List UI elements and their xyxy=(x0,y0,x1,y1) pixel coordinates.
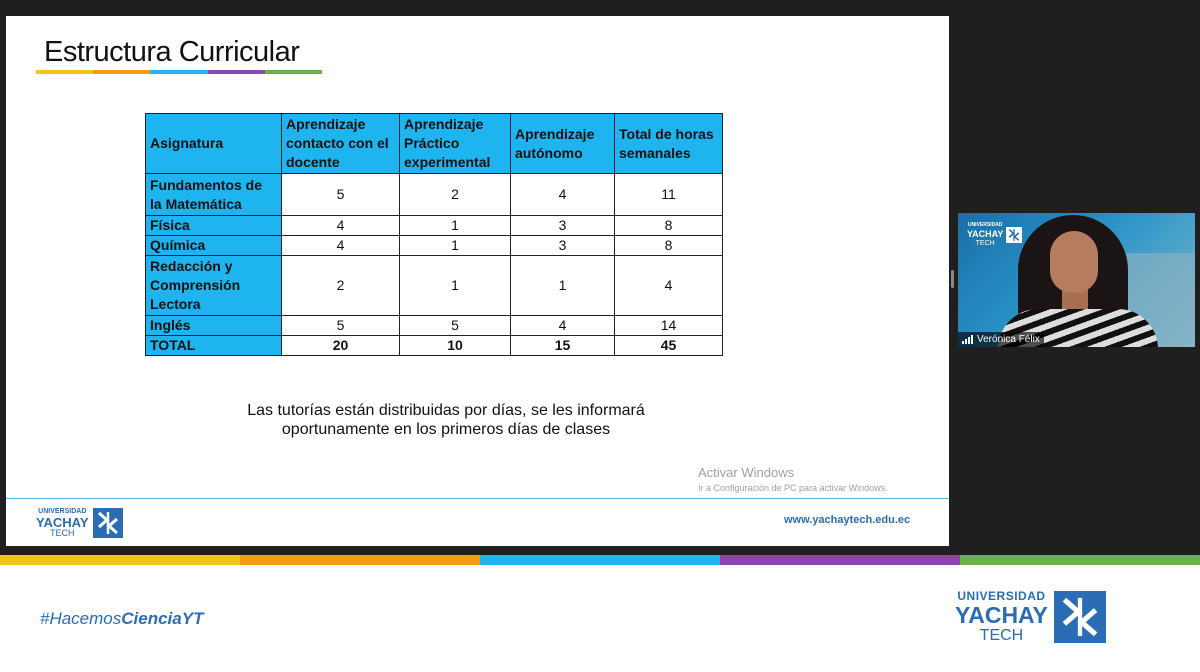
cell-value: 5 xyxy=(281,315,400,336)
watermark-subtitle: Ir a Configuración de PC para activar Wi… xyxy=(698,483,888,493)
cell-subject: Inglés xyxy=(145,315,282,336)
branding-footer: #HacemosCienciaYT UNIVERSIDAD YACHAY TEC… xyxy=(0,565,1200,672)
cell-value: 1 xyxy=(399,215,511,236)
title-bar-segment xyxy=(264,70,323,74)
table-total-row: TOTAL 20 10 15 45 xyxy=(145,335,723,356)
cell-value: 5 xyxy=(281,173,400,216)
cell-total-value: 45 xyxy=(614,335,723,356)
cell-value: 4 xyxy=(510,173,615,216)
header-autonomo: Aprendizaje autónomo xyxy=(510,113,615,174)
cell-value: 5 xyxy=(399,315,511,336)
logo-text: TECH xyxy=(975,240,995,247)
cell-subject: Química xyxy=(145,235,282,256)
logo-text: UNIVERSIDAD xyxy=(957,589,1046,603)
cell-total-value: 15 xyxy=(510,335,615,356)
cell-value: 4 xyxy=(281,215,400,236)
footer-university-logo: UNIVERSIDAD YACHAY TECH xyxy=(955,589,1106,645)
cell-value: 3 xyxy=(510,215,615,236)
cell-value: 2 xyxy=(399,173,511,216)
cell-total-value: 10 xyxy=(399,335,511,356)
header-contacto-docente: Aprendizaje contacto con el docente xyxy=(281,113,400,174)
slide-university-logo: UNIVERSIDAD YACHAY TECH xyxy=(36,506,123,539)
header-total-horas: Total de horas semanales xyxy=(614,113,723,174)
logo-text: UNIVERSIDAD xyxy=(38,508,87,515)
cell-value: 11 xyxy=(614,173,723,216)
cell-value: 1 xyxy=(399,255,511,316)
watermark-title: Activar Windows xyxy=(698,465,795,480)
participant-video[interactable]: UNIVERSIDAD YACHAY TECH Verónica Félix xyxy=(958,213,1195,347)
cell-subject: Fundamentos de la Matemática xyxy=(145,173,282,216)
cell-subject: Redacción y Comprensión Lectora xyxy=(145,255,282,316)
tutoring-note: Las tutorías están distribuidas por días… xyxy=(156,401,736,439)
cell-value: 1 xyxy=(510,255,615,316)
title-bar-segment xyxy=(150,70,208,74)
cell-value: 8 xyxy=(614,215,723,236)
logo-text: UNIVERSIDAD xyxy=(967,222,1003,228)
title-color-bar xyxy=(36,70,323,74)
video-background-logo: UNIVERSIDAD YACHAY TECH xyxy=(967,221,1023,248)
yachay-logo-icon xyxy=(1053,591,1106,643)
note-line: oportunamente en los primeros días de cl… xyxy=(281,421,611,438)
windows-activation-watermark: Activar Windows Ir a Configuración de PC… xyxy=(698,465,888,493)
cell-value: 3 xyxy=(510,235,615,256)
title-bar-segment xyxy=(36,70,94,74)
table-row: Redacción y Comprensión Lectora 2 1 1 4 xyxy=(145,255,723,316)
yachay-logo-icon xyxy=(1006,226,1023,243)
slide-footer-divider xyxy=(6,498,949,499)
resize-handle[interactable] xyxy=(951,270,954,288)
yachay-logo-icon xyxy=(92,507,123,538)
table-row: Fundamentos de la Matemática 5 2 4 11 xyxy=(145,173,723,216)
table-row: Química 4 1 3 8 xyxy=(145,235,723,256)
cell-value: 2 xyxy=(281,255,400,316)
note-line: Las tutorías están distribuidas por días… xyxy=(247,402,645,419)
cell-total-value: 20 xyxy=(281,335,400,356)
cell-value: 8 xyxy=(614,235,723,256)
logo-text: YACHAY xyxy=(36,515,89,530)
slide-title: Estructura Curricular xyxy=(44,36,300,68)
hashtag: #HacemosCienciaYT xyxy=(40,609,204,628)
table-row: Inglés 5 5 4 14 xyxy=(145,315,723,336)
logo-text: TECH xyxy=(979,627,1024,644)
table-row: Física 4 1 3 8 xyxy=(145,215,723,236)
cell-value: 4 xyxy=(510,315,615,336)
brand-color-strip xyxy=(0,555,1200,565)
participant-name: Verónica Félix xyxy=(977,334,1040,345)
curriculum-table: Asignatura Aprendizaje contacto con el d… xyxy=(145,113,723,356)
presentation-slide: Estructura Curricular Asignatura Aprendi… xyxy=(6,16,949,546)
title-bar-segment xyxy=(93,70,151,74)
table-header-row: Asignatura Aprendizaje contacto con el d… xyxy=(145,113,723,174)
website-url: www.yachaytech.edu.ec xyxy=(784,514,911,526)
cell-value: 4 xyxy=(281,235,400,256)
signal-strength-icon xyxy=(962,335,973,344)
logo-text: YACHAY xyxy=(967,229,1004,239)
cell-total-label: TOTAL xyxy=(145,335,282,356)
header-asignatura: Asignatura xyxy=(145,113,282,174)
logo-text: TECH xyxy=(50,528,75,538)
participant-nametag: Verónica Félix xyxy=(958,332,1044,347)
title-bar-segment xyxy=(207,70,265,74)
cell-value: 1 xyxy=(399,235,511,256)
cell-value: 4 xyxy=(614,255,723,316)
cell-subject: Física xyxy=(145,215,282,236)
cell-value: 14 xyxy=(614,315,723,336)
header-practico-experimental: Aprendizaje Práctico experimental xyxy=(399,113,511,174)
logo-text: YACHAY xyxy=(955,602,1048,628)
